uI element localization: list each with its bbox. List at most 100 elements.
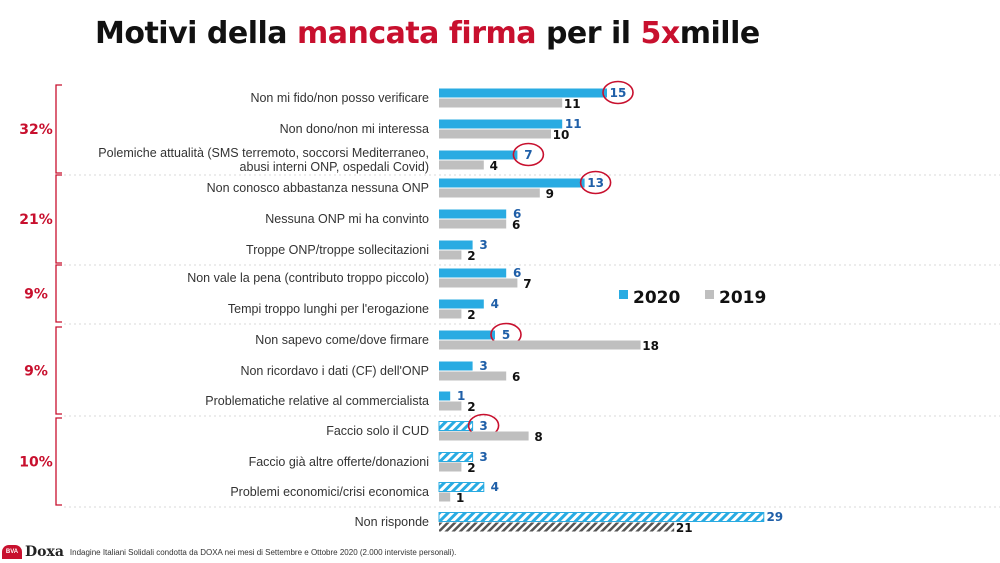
category-label: Non ricordavo i dati (CF) dell'ONP xyxy=(240,364,429,378)
chart-row: Faccio solo il CUD 3 8 xyxy=(326,413,543,444)
chart-title: Motivi della mancata firma per il 5xmill… xyxy=(95,16,760,51)
group-percentage: 9% xyxy=(24,287,48,303)
chart-row: Tempi troppo lunghi per l'erogazione 4 2 xyxy=(228,297,499,322)
value-label-2020: 5 xyxy=(502,328,510,342)
highlight-circle xyxy=(579,170,612,195)
title-part-2: mancata firma xyxy=(296,16,537,51)
value-label-2019: 18 xyxy=(642,339,659,353)
bar-2019 xyxy=(439,401,462,411)
value-label-2020: 4 xyxy=(491,297,499,311)
group-bracket: 9% xyxy=(24,264,62,323)
bracket-line xyxy=(55,264,62,323)
bar-2019 xyxy=(439,250,462,260)
value-label-2019: 2 xyxy=(467,308,475,322)
footer-note: Indagine Italiani Solidali condotta da D… xyxy=(69,547,457,557)
category-label: Non dono/non mi interessa xyxy=(280,122,429,136)
group-percentage: 9% xyxy=(24,364,48,380)
chart-row: Problematiche relative al commercialista… xyxy=(205,389,475,414)
bar-2019 xyxy=(439,492,451,502)
group-brackets: 32% 21% 9% 9% 10% xyxy=(19,84,62,506)
category-label: Tempi troppo lunghi per l'erogazione xyxy=(228,302,429,316)
bar-2019 xyxy=(439,278,518,288)
legend-label-2020: 2020 xyxy=(633,288,680,308)
bar-2019 xyxy=(439,129,551,139)
value-label-2019: 2 xyxy=(467,400,475,414)
bar-chart: 32% 21% 9% 9% 10% Non mi fido/non posso veri… xyxy=(19,80,1000,535)
chart-row: Non sapevo come/dove firmare 5 18 xyxy=(255,322,659,353)
category-label: Non vale la pena (contributo troppo picc… xyxy=(187,271,429,285)
value-label-2020: 4 xyxy=(491,480,499,494)
value-label-2019: 11 xyxy=(564,97,581,111)
value-label-2020: 6 xyxy=(513,207,521,221)
value-label-2019: 2 xyxy=(467,461,475,475)
bar-2019 xyxy=(439,371,507,381)
category-label: Non mi fido/non posso verificare xyxy=(250,91,429,105)
value-label-2020: 11 xyxy=(565,117,582,131)
value-label-2020: 3 xyxy=(479,238,487,252)
group-percentage: 32% xyxy=(19,122,53,138)
footer: BVA Doxa Indagine Italiani Solidali cond… xyxy=(0,543,456,561)
category-label: Polemiche attualità (SMS terremoto, socc… xyxy=(98,146,429,160)
title-part-4: 5x xyxy=(640,16,681,51)
category-label: Non sapevo come/dove firmare xyxy=(255,333,429,347)
legend-swatch-2019 xyxy=(705,290,714,299)
bar-2020 xyxy=(439,268,507,278)
group-bracket: 9% xyxy=(24,326,62,415)
chart-row: Nessuna ONP mi ha convinto 66 xyxy=(265,207,521,232)
group-bracket: 32% xyxy=(19,84,62,174)
bar-2020 xyxy=(439,391,451,401)
category-label: Non risponde xyxy=(355,515,429,529)
chart-row: Non vale la pena (contributo troppo picc… xyxy=(187,266,531,291)
bracket-line xyxy=(55,326,62,415)
value-label-2020: 6 xyxy=(513,266,521,280)
chart-legend: 2020 2019 xyxy=(619,288,766,308)
bar-2019 xyxy=(439,219,507,229)
bar-2020 xyxy=(439,119,563,129)
category-label: Non conosco abbastanza nessuna ONP xyxy=(207,181,429,195)
highlight-circle xyxy=(602,80,634,105)
title-part-3: per il xyxy=(536,16,641,51)
bar-2020 xyxy=(438,421,474,431)
bar-2020 xyxy=(439,299,484,309)
bracket-line xyxy=(55,417,62,506)
group-bracket: 10% xyxy=(19,417,62,506)
legend-label-2019: 2019 xyxy=(719,288,766,308)
value-label-2020: 3 xyxy=(479,419,487,433)
value-label-2019: 9 xyxy=(546,187,554,201)
group-separators xyxy=(64,174,1000,508)
bar-2020 xyxy=(439,150,518,160)
bar-2019 xyxy=(439,522,675,532)
title-part-5: mille xyxy=(679,16,760,51)
category-label: Problematiche relative al commercialista xyxy=(205,394,429,408)
value-label-2020: 3 xyxy=(479,450,487,464)
bracket-line xyxy=(55,174,62,264)
value-label-2020: 15 xyxy=(610,86,627,100)
bar-2019 xyxy=(439,160,484,170)
category-label: Faccio già altre offerte/donazioni xyxy=(249,455,429,469)
bar-2019 xyxy=(439,431,529,441)
bar-2019 xyxy=(439,462,462,472)
group-bracket: 21% xyxy=(19,174,62,264)
value-label-2020: 7 xyxy=(524,148,532,162)
category-label: Nessuna ONP mi ha convinto xyxy=(265,212,429,226)
chart-row: Non conosco abbastanza nessuna ONP 13 9 xyxy=(207,170,612,201)
chart-row: Non ricordavo i dati (CF) dell'ONP 3 6 xyxy=(240,359,520,384)
category-label: Faccio solo il CUD xyxy=(326,424,429,438)
bar-2020 xyxy=(438,482,485,492)
value-label-2020: 29 xyxy=(766,510,783,524)
bar-2019 xyxy=(439,98,563,108)
category-label: Troppe ONP/troppe sollecitazioni xyxy=(246,243,429,257)
bar-2020 xyxy=(439,240,473,250)
value-label-2019: 6 xyxy=(512,218,520,232)
value-label-2019: 1 xyxy=(456,491,464,505)
bracket-line xyxy=(55,84,62,174)
chart-row: Faccio già altre offerte/donazioni 32 xyxy=(249,450,488,475)
doxa-logo: Doxa xyxy=(25,544,64,560)
group-percentage: 21% xyxy=(19,212,53,228)
category-label: Problemi economici/crisi economica xyxy=(230,485,429,499)
chart-rows: Non mi fido/non posso verificare 1511Non … xyxy=(98,80,783,535)
bar-2019 xyxy=(439,188,540,198)
value-label-2019: 6 xyxy=(512,370,520,384)
value-label-2020: 1 xyxy=(457,389,465,403)
